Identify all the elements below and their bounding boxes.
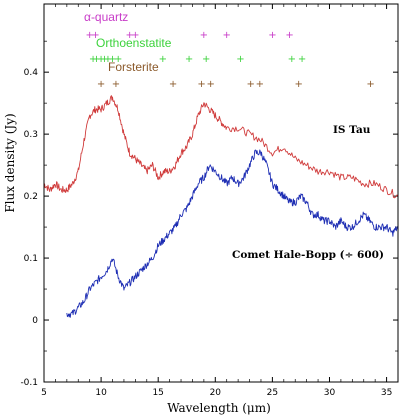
mineral-marker: + <box>185 54 193 65</box>
mineral-marker: + <box>294 79 302 90</box>
mineral-marker: + <box>91 30 99 41</box>
x-tick-label: 15 <box>152 388 163 398</box>
mineral-marker: + <box>114 54 122 65</box>
series-line-is-tau <box>43 95 399 199</box>
mineral-marker: + <box>366 79 374 90</box>
x-tick-label: 25 <box>267 388 278 398</box>
mineral-marker: + <box>92 54 100 65</box>
mineral-label: Orthoenstatite <box>96 36 172 50</box>
mineral-marker: + <box>108 54 116 65</box>
x-axis-label: Wavelength (μm) <box>167 401 271 415</box>
mineral-marker: + <box>200 30 208 41</box>
y-tick-label: 0 <box>32 316 38 326</box>
plot-frame <box>43 3 399 383</box>
mineral-marker: + <box>125 30 133 41</box>
x-tick-label: 30 <box>324 388 336 398</box>
mineral-marker: + <box>207 79 215 90</box>
mineral-marker: + <box>197 79 205 90</box>
mineral-marker: + <box>285 30 293 41</box>
mineral-marker: + <box>236 54 244 65</box>
x-tick-label: 20 <box>210 388 222 398</box>
y-tick-label: -0.1 <box>20 378 38 388</box>
label-layer: 5 10 15 20 25 30 35 -0.1 0 0.1 0.2 0.3 0.4 IS Tau Come… <box>20 68 392 398</box>
series-label-is-tau: IS Tau <box>333 124 371 136</box>
x-tick-label: 35 <box>381 388 392 398</box>
mineral-marker-layer: α-quartz++ ++ + + + +Orthoenstatite+++++++ + + +… <box>84 10 375 90</box>
mineral-marker: + <box>256 79 264 90</box>
mineral-label: α-quartz <box>84 10 128 24</box>
mineral-marker: + <box>89 54 97 65</box>
mineral-marker: + <box>85 30 93 41</box>
y-tick-label: 0.1 <box>24 254 38 264</box>
series-line-hale-bopp <box>66 149 399 318</box>
mineral-marker: + <box>100 54 108 65</box>
y-tick-label: 0.2 <box>24 192 38 202</box>
x-tick-label: 10 <box>95 388 107 398</box>
mineral-marker: + <box>298 54 306 65</box>
mineral-marker: + <box>288 54 296 65</box>
mineral-marker: + <box>246 79 254 90</box>
mineral-marker: + <box>202 54 210 65</box>
mineral-marker: + <box>268 30 276 41</box>
mineral-marker: + <box>104 54 112 65</box>
mineral-marker: + <box>112 79 120 90</box>
x-tick-label: 5 <box>41 388 47 398</box>
mineral-marker: + <box>131 30 139 41</box>
mineral-marker: + <box>169 79 177 90</box>
y-tick-label: 0.4 <box>24 68 39 78</box>
y-axis-label: Flux density (Jy) <box>3 113 17 212</box>
mineral-marker: + <box>159 54 167 65</box>
mineral-marker: + <box>223 30 231 41</box>
mineral-marker: + <box>97 79 105 90</box>
mineral-label: Forsterite <box>108 60 159 74</box>
series-layer <box>43 95 399 318</box>
mineral-marker: + <box>97 54 105 65</box>
y-tick-label: 0.3 <box>24 130 38 140</box>
series-label-hale-bopp: Comet Hale-Bopp (÷ 600) <box>232 249 384 261</box>
